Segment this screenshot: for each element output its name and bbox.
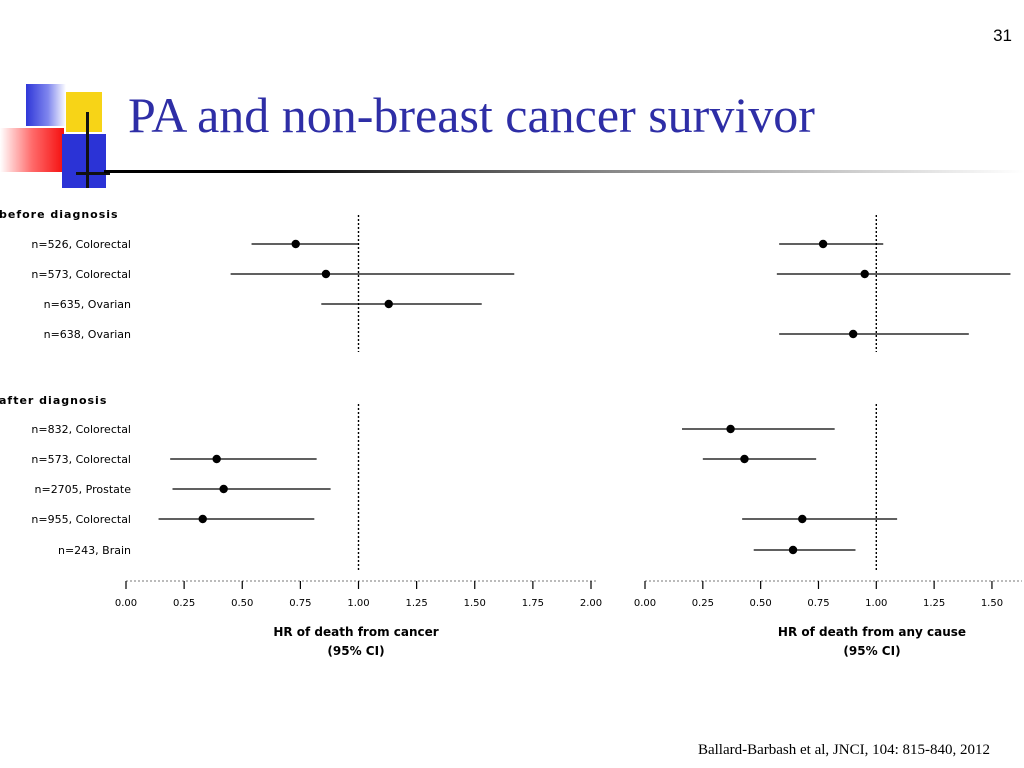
hr-point-cancer: [291, 239, 300, 249]
hr-point-cancer: [198, 514, 207, 524]
slide-title: PA and non-breast cancer survivor: [128, 87, 815, 143]
title-underline-rule: [104, 170, 1024, 173]
x-tick-label: 0.00: [115, 598, 137, 609]
study-label: n=526, Colorectal: [31, 238, 131, 251]
x-tick-label: 1.00: [865, 598, 887, 609]
decorative-red-bar: [0, 128, 64, 172]
forest-plot-chart: before diagnosis n=526, Colorectal n=573, …: [0, 208, 1022, 658]
study-label: n=638, Ovarian: [44, 328, 131, 341]
decorative-vertical-line: [86, 112, 89, 188]
x-tick-label: 0.25: [173, 598, 195, 609]
study-label: n=955, Colorectal: [31, 513, 131, 526]
x-axis-subtitle: (95% CI): [327, 644, 384, 658]
x-tick-label: 1.50: [981, 598, 1003, 609]
hr-point-cancer: [219, 484, 228, 494]
x-tick-label: 2.00: [580, 598, 602, 609]
decorative-blue-square-bottom: [62, 134, 106, 188]
study-label: n=832, Colorectal: [31, 423, 131, 436]
citation: Ballard-Barbash et al, JNCI, 104: 815-84…: [697, 742, 990, 758]
x-tick-label: 0.25: [692, 598, 714, 609]
hr-point-any-cause: [788, 545, 798, 555]
hr-point-any-cause: [726, 424, 735, 434]
hr-point-any-cause: [818, 239, 828, 249]
hr-point-cancer: [212, 454, 221, 464]
decorative-yellow-square: [66, 92, 102, 132]
hr-point-any-cause: [798, 514, 807, 524]
x-axis-title: HR of death from cancer: [273, 625, 438, 639]
hr-point-any-cause: [740, 454, 749, 464]
slide-page-number: 31: [993, 26, 1012, 45]
decorative-blue-square-top: [26, 84, 66, 126]
study-label: n=573, Colorectal: [31, 268, 131, 281]
x-axis-subtitle: (95% CI): [843, 644, 900, 658]
x-tick-label: 0.50: [231, 598, 253, 609]
x-axis-title: HR of death from any cause: [778, 625, 966, 639]
x-tick-label: 0.00: [634, 598, 656, 609]
study-label: n=573, Colorectal: [31, 453, 131, 466]
x-tick-label: 1.50: [464, 598, 486, 609]
x-tick-label: 1.00: [347, 598, 369, 609]
decorative-horizontal-line: [76, 172, 110, 175]
x-tick-label: 1.25: [405, 598, 427, 609]
x-tick-label: 0.50: [750, 598, 772, 609]
group-heading: before diagnosis: [0, 208, 119, 221]
x-tick-label: 1.25: [923, 598, 945, 609]
x-tick-label: 0.75: [807, 598, 829, 609]
study-label: n=635, Ovarian: [44, 298, 131, 311]
hr-point-any-cause: [848, 329, 858, 339]
x-tick-label: 0.75: [289, 598, 311, 609]
hr-point-cancer: [321, 269, 331, 279]
x-tick-label: 1.75: [522, 598, 544, 609]
study-label: n=2705, Prostate: [35, 483, 132, 496]
hr-point-cancer: [384, 299, 393, 309]
hr-point-any-cause: [860, 269, 869, 279]
study-label: n=243, Brain: [58, 544, 131, 557]
group-heading: after diagnosis: [0, 394, 107, 407]
